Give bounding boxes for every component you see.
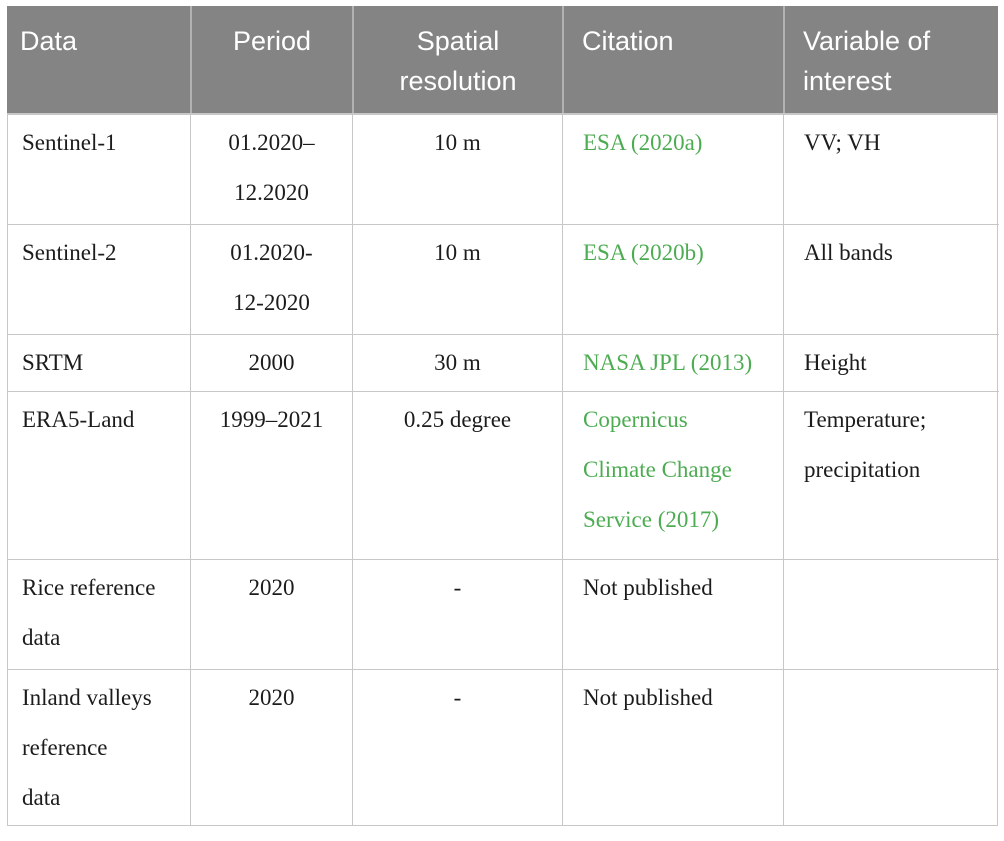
cell-data: Inland valleys reference data [8, 670, 191, 825]
cell-variable: Height [784, 335, 999, 392]
cell-resolution: - [353, 670, 563, 825]
citation-link[interactable]: ESA (2020b) [563, 225, 784, 335]
cell-data: Sentinel-2 [8, 225, 191, 335]
table-header-row: Data Period Spatial resolution Citation … [7, 6, 998, 113]
cell-citation: Not published [563, 560, 784, 670]
citation-link[interactable]: ESA (2020a) [563, 115, 784, 225]
cell-data: Sentinel-1 [8, 115, 191, 225]
header-variable-of-interest: Variable of interest [783, 6, 998, 113]
cell-resolution: 10 m [353, 115, 563, 225]
cell-data: Rice reference data [8, 560, 191, 670]
table-row-srtm: SRTM 2000 30 m NASA JPL (2013) Height [8, 335, 999, 392]
cell-period: 2000 [191, 335, 353, 392]
header-data: Data [20, 26, 78, 56]
table-row-era5-land: ERA5-Land 1999–2021 0.25 degree Copernic… [8, 392, 999, 560]
cell-variable: Temperature; precipitation [784, 392, 999, 560]
cell-resolution: 30 m [353, 335, 563, 392]
cell-period: 01.2020– 12.2020 [191, 115, 353, 225]
header-spatial-resolution: Spatial resolution [352, 6, 562, 113]
header-period: Period [190, 6, 352, 113]
cell-citation: Not published [563, 670, 784, 825]
cell-data: SRTM [8, 335, 191, 392]
cell-variable [784, 670, 999, 825]
citation-link[interactable]: NASA JPL (2013) [563, 335, 784, 392]
cell-resolution: 0.25 degree [353, 392, 563, 560]
data-sources-table: Data Period Spatial resolution Citation … [7, 6, 999, 826]
table-row-sentinel-2: Sentinel-2 01.2020- 12-2020 10 m ESA (20… [8, 225, 999, 335]
table-row-rice-reference-data: Rice reference data 2020 - Not published [8, 560, 999, 670]
cell-resolution: 10 m [353, 225, 563, 335]
table-body: Sentinel-1 01.2020– 12.2020 10 m ESA (20… [7, 113, 999, 826]
cell-data: ERA5-Land [8, 392, 191, 560]
citation-link[interactable]: Copernicus Climate Change Service (2017) [563, 392, 784, 560]
cell-period: 01.2020- 12-2020 [191, 225, 353, 335]
cell-resolution: - [353, 560, 563, 670]
cell-period: 1999–2021 [191, 392, 353, 560]
cell-period: 2020 [191, 560, 353, 670]
table-row-sentinel-1: Sentinel-1 01.2020– 12.2020 10 m ESA (20… [8, 115, 999, 225]
cell-variable [784, 560, 999, 670]
header-citation: Citation [562, 6, 783, 113]
table-row-inland-valleys-reference-data: Inland valleys reference data 2020 - Not… [8, 670, 997, 825]
cell-variable: All bands [784, 225, 999, 335]
cell-period: 2020 [191, 670, 353, 825]
cell-variable: VV; VH [784, 115, 999, 225]
